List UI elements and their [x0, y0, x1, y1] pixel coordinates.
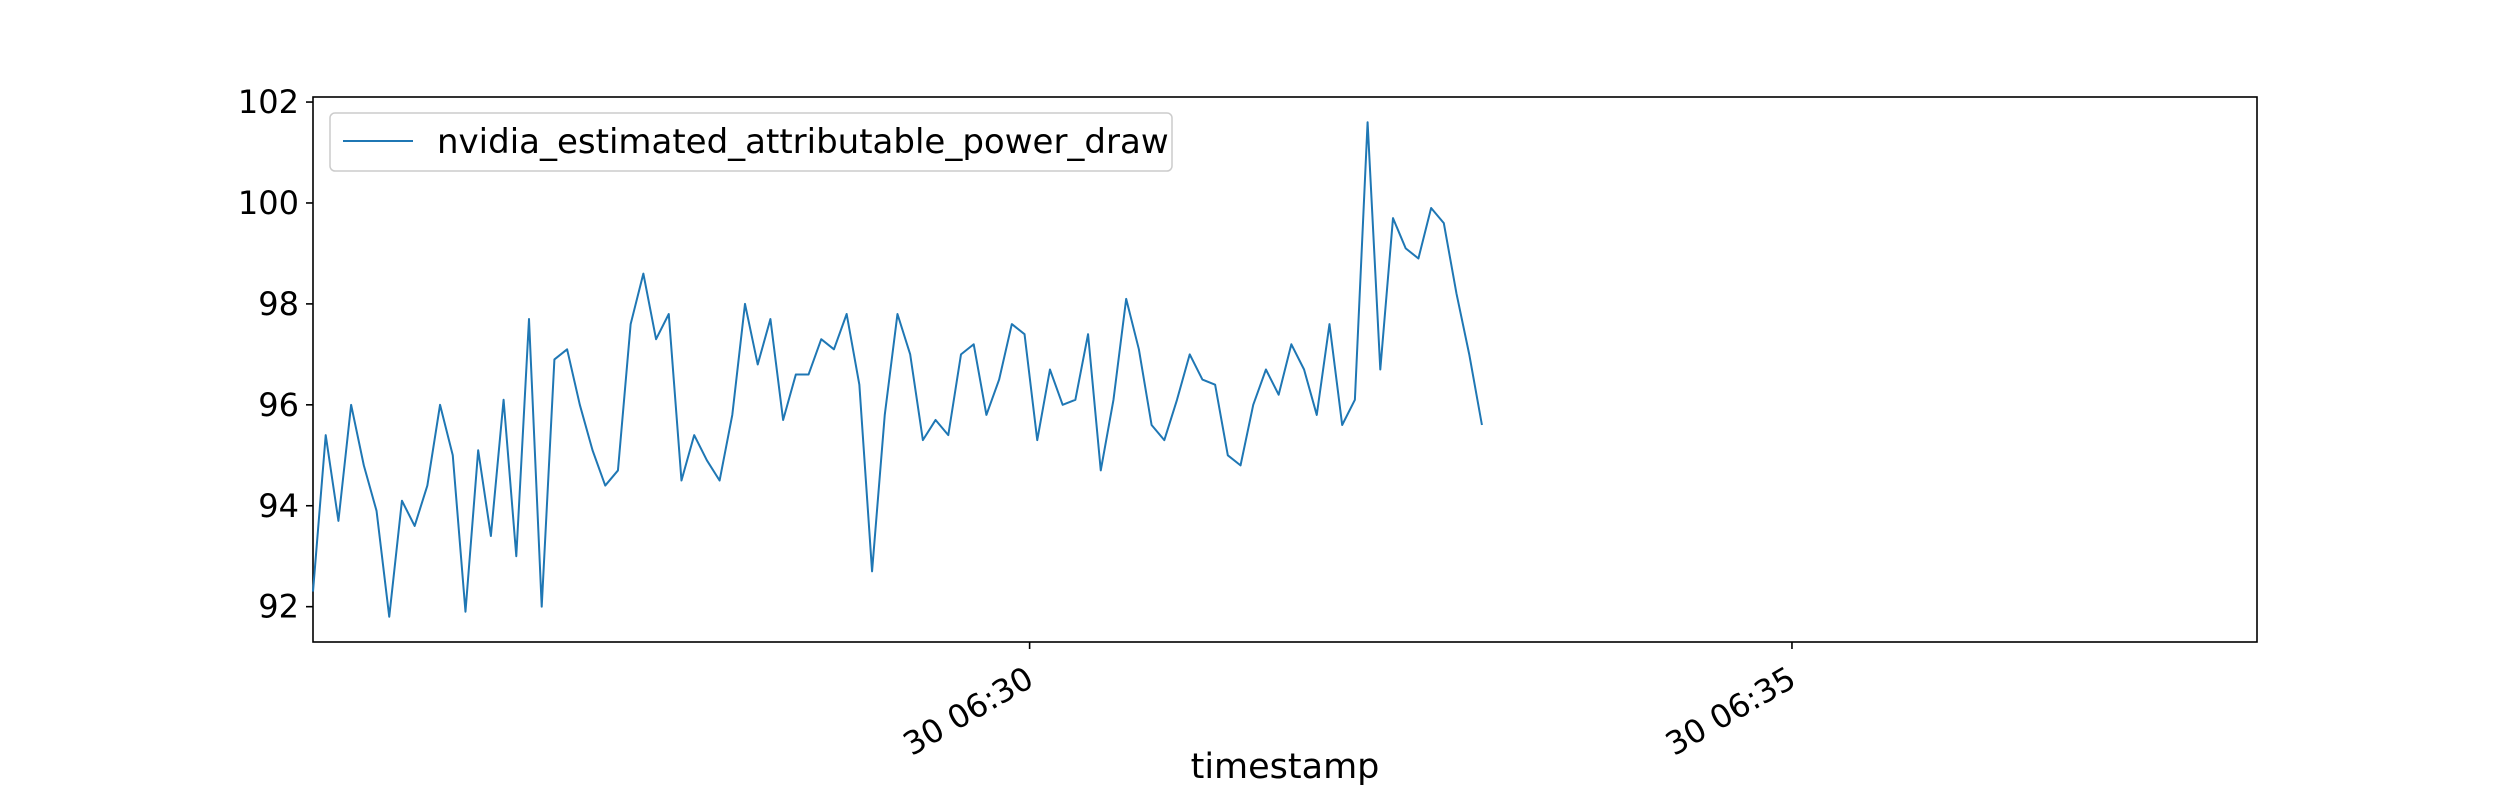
y-tick-label: 96	[258, 386, 299, 424]
legend-frame	[329, 112, 1173, 172]
plot-area	[312, 96, 2258, 643]
y-tick-label: 98	[258, 285, 299, 323]
y-tick-label: 100	[238, 184, 299, 222]
y-tick-label: 94	[258, 487, 299, 525]
data-points	[311, 120, 1484, 619]
y-tick-label: 92	[258, 588, 299, 626]
y-axis: 92 94 96 98 100 102	[238, 83, 313, 626]
x-tick-label: 30 06:30	[897, 659, 1040, 763]
legend: nvidia_estimated_attributable_power_draw	[329, 112, 1173, 172]
x-axis-label: timestamp	[1191, 747, 1380, 787]
legend-label: nvidia_estimated_attributable_power_draw	[437, 122, 1169, 162]
x-axis: 30 06:30 30 06:35	[897, 642, 1802, 763]
series-line-nvidia-estimated-attributable-power-draw	[312, 121, 1483, 618]
plot-frame	[312, 96, 2258, 643]
x-tick-label: 30 06:35	[1659, 659, 1802, 763]
y-tick-label: 102	[238, 83, 299, 121]
